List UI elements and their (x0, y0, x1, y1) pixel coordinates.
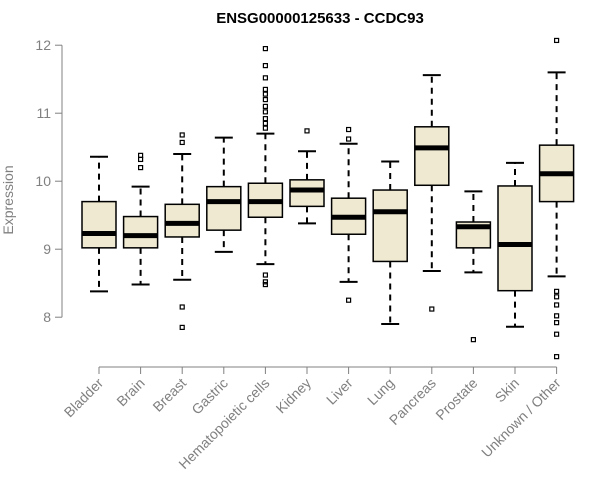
x-tick-label: Liver (323, 375, 356, 408)
x-tick-label: Kidney (273, 375, 315, 417)
x-tick-label: Breast (149, 375, 189, 415)
outlier-point (553, 37, 560, 44)
outlier-point (179, 139, 185, 146)
outlier-point (262, 75, 268, 81)
box (164, 203, 200, 238)
outlier-point (262, 281, 268, 288)
outlier-point (346, 126, 352, 133)
x-tick-label: Prostate (432, 375, 480, 423)
y-tick-label: 8 (43, 309, 51, 325)
outlier-point (553, 354, 560, 360)
box (122, 215, 159, 249)
outlier-point (179, 304, 185, 310)
outlier-point (262, 91, 268, 97)
y-tick-label: 12 (35, 37, 51, 53)
outlier-point (346, 297, 352, 303)
outlier-point (553, 302, 560, 308)
outlier-point (553, 294, 560, 300)
x-tick-label: Bladder (61, 375, 107, 421)
box-group (497, 161, 533, 328)
outlier-point (262, 62, 268, 69)
box-group (414, 74, 450, 312)
outlier-point (179, 132, 185, 138)
x-tick-label: Skin (492, 375, 523, 406)
outlier-point (179, 324, 185, 330)
box-group (372, 160, 408, 325)
outlier-point (262, 96, 268, 103)
plot-area (81, 37, 575, 360)
outlier-point (262, 125, 268, 131)
box (497, 185, 533, 292)
outlier-point (138, 156, 144, 163)
chart-title: ENSG00000125633 - CCDC93 (216, 10, 424, 27)
outlier-point (553, 331, 560, 337)
box-group (538, 37, 575, 360)
box-group (330, 126, 367, 303)
box-group (122, 152, 159, 286)
x-tick-label: Brain (113, 375, 147, 409)
y-tick-label: 10 (35, 173, 51, 189)
outlier-point (262, 86, 268, 93)
outlier-point (262, 103, 268, 110)
box (414, 126, 450, 187)
box (206, 185, 242, 231)
outlier-point (138, 152, 144, 158)
outlier-point (262, 116, 268, 122)
box-group (81, 155, 117, 293)
outlier-point (346, 136, 352, 142)
box (289, 179, 325, 208)
x-tick-label: Unknown / Other (478, 375, 564, 461)
y-tick-label: 11 (36, 105, 51, 121)
outlier-point (262, 109, 268, 115)
box-group (206, 136, 242, 253)
outlier-point (553, 313, 560, 319)
box-group (455, 190, 492, 343)
box (372, 189, 408, 263)
outlier-point (304, 128, 310, 134)
outlier-point (138, 165, 144, 171)
outlier-point (553, 288, 560, 294)
y-axis: 8 9 10 11 12 (35, 37, 63, 325)
outlier-point (262, 272, 268, 278)
x-tick-label: Lung (364, 375, 397, 408)
box-group (164, 132, 200, 330)
outlier-point (553, 320, 560, 326)
box-group (289, 128, 325, 225)
outlier-point (262, 279, 268, 285)
outlier-point (262, 120, 268, 127)
outlier-point (429, 306, 435, 312)
box (81, 200, 117, 249)
y-axis-label: Expression (0, 165, 16, 234)
y-tick-label: 9 (43, 241, 51, 257)
outlier-point (262, 45, 268, 52)
outlier-point (470, 337, 476, 343)
box-group (247, 45, 284, 288)
